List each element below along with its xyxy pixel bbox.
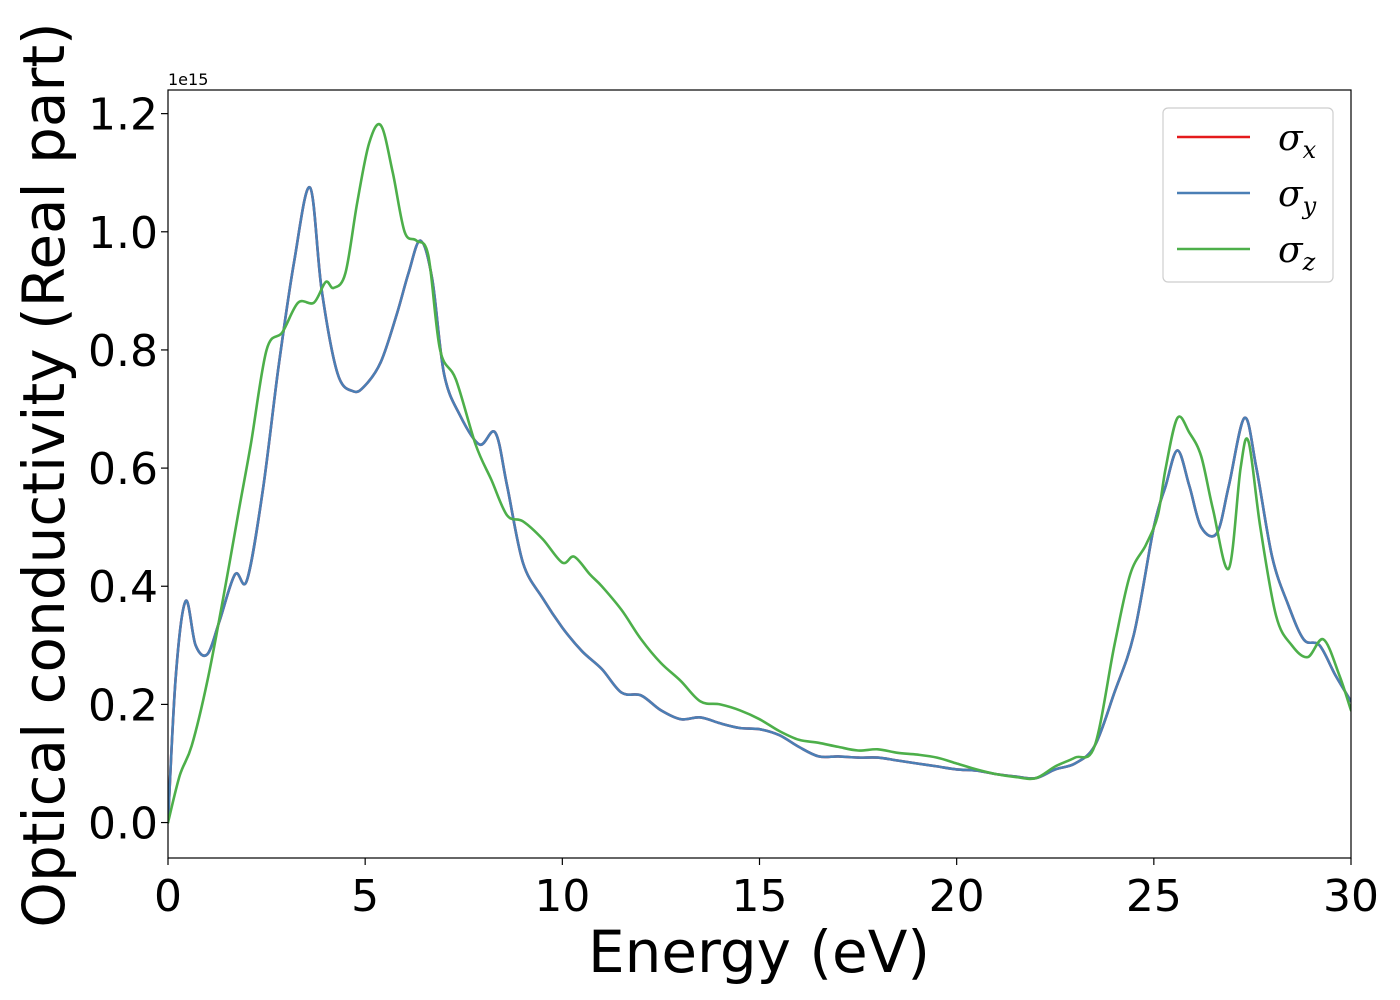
legend-label-x: σx bbox=[1278, 118, 1317, 164]
plot-frame bbox=[167, 89, 1352, 859]
legend-label-z: σz bbox=[1278, 230, 1316, 276]
y-axis-label: Optical conductivity (Real part) bbox=[10, 22, 78, 927]
x-tick-label: 10 bbox=[534, 871, 590, 922]
x-tick-label: 15 bbox=[732, 871, 788, 922]
series-line-z bbox=[168, 122, 1351, 824]
y-tick-label: 1.0 bbox=[88, 208, 158, 259]
x-tick-label: 25 bbox=[1126, 871, 1182, 922]
y-axis: 0.0 0.2 0.4 0.6 0.8 1.0 1.2 bbox=[88, 90, 168, 850]
x-axis: 0 5 10 15 20 25 30 bbox=[154, 858, 1379, 922]
x-tick-label: 20 bbox=[929, 871, 985, 922]
x-tick-label: 30 bbox=[1323, 871, 1379, 922]
legend: σx σy σz bbox=[1162, 107, 1334, 283]
series-line-y bbox=[168, 186, 1351, 824]
y-offset-label: 1e15 bbox=[168, 70, 208, 89]
y-tick-label: 0.6 bbox=[88, 444, 158, 495]
legend-box bbox=[1162, 107, 1334, 283]
y-tick-label: 1.2 bbox=[88, 90, 158, 141]
y-tick-label: 0.8 bbox=[88, 326, 158, 377]
y-tick-label: 0.0 bbox=[88, 799, 158, 850]
legend-label-y: σy bbox=[1278, 174, 1317, 220]
y-tick-label: 0.2 bbox=[88, 680, 158, 731]
series-layer bbox=[168, 122, 1351, 824]
x-axis-label: Energy (eV) bbox=[588, 918, 930, 986]
y-tick-label: 0.4 bbox=[88, 562, 158, 613]
x-tick-label: 5 bbox=[351, 871, 379, 922]
x-tick-label: 0 bbox=[154, 871, 182, 922]
